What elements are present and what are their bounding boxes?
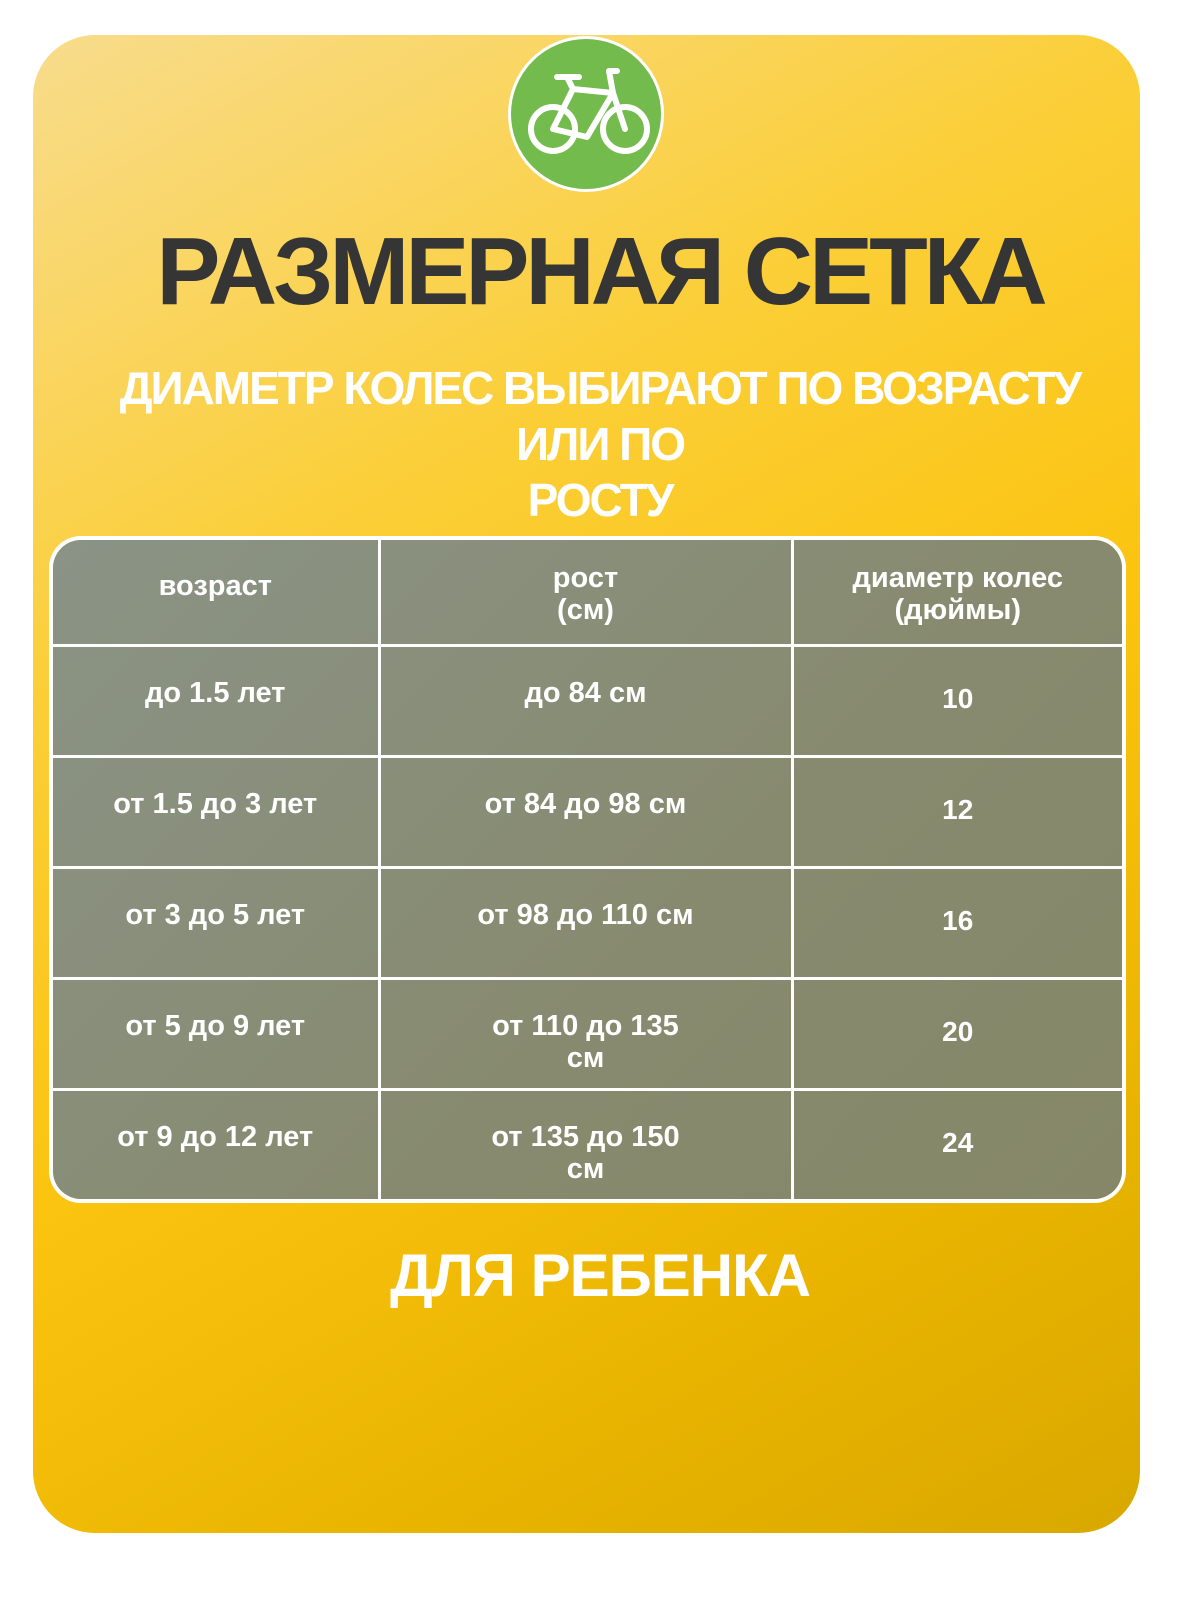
cell-height: от 98 до 110 см [377, 866, 794, 980]
cell-age: от 9 до 12 лет [51, 1088, 381, 1201]
bicycle-icon [528, 68, 650, 154]
table-row: от 1.5 до 3 лет от 84 до 98 см 12 [51, 755, 1124, 869]
cell-wheel: 12 [790, 755, 1124, 869]
cell-wheel: 20 [790, 977, 1124, 1091]
header-age: возраст [51, 538, 381, 647]
table-row: от 9 до 12 лет от 135 до 150 см 24 [51, 1088, 1124, 1201]
subtitle-line: ДИАМЕТР КОЛЕС ВЫБИРАЮТ ПО ВОЗРАСТУ ИЛИ П… [119, 362, 1083, 470]
cell-wheel: 24 [790, 1088, 1124, 1201]
table-header-row: возраст рост (см) диаметр колес (дюймы) [51, 538, 1124, 647]
cell-height: от 135 до 150 см [377, 1088, 794, 1201]
subtitle: ДИАМЕТР КОЛЕС ВЫБИРАЮТ ПО ВОЗРАСТУ ИЛИ П… [70, 360, 1130, 528]
table-row: до 1.5 лет до 84 см 10 [51, 644, 1124, 758]
size-table: возраст рост (см) диаметр колес (дюймы) до… [51, 538, 1124, 1201]
cell-age: от 1.5 до 3 лет [51, 755, 381, 869]
cell-age: от 3 до 5 лет [51, 866, 381, 980]
table-row: от 3 до 5 лет от 98 до 110 см 16 [51, 866, 1124, 980]
footer-caption: ДЛЯ РЕБЕНКА [389, 1242, 811, 1309]
subtitle-line: РОСТУ [527, 474, 675, 526]
cell-age: до 1.5 лет [51, 644, 381, 758]
header-wheel: диаметр колес (дюймы) [790, 538, 1124, 647]
cell-height: до 84 см [377, 644, 794, 758]
cell-wheel: 10 [790, 644, 1124, 758]
cell-height: от 84 до 98 см [377, 755, 794, 869]
table-row: от 5 до 9 лет от 110 до 135 см 20 [51, 977, 1124, 1091]
cell-height: от 110 до 135 см [377, 977, 794, 1091]
cell-wheel: 16 [790, 866, 1124, 980]
header-height: рост (см) [377, 538, 794, 647]
cell-age: от 5 до 9 лет [51, 977, 381, 1091]
page-title: РАЗМЕРНАЯ СЕТКА [156, 218, 1047, 325]
logo-badge [508, 36, 664, 192]
